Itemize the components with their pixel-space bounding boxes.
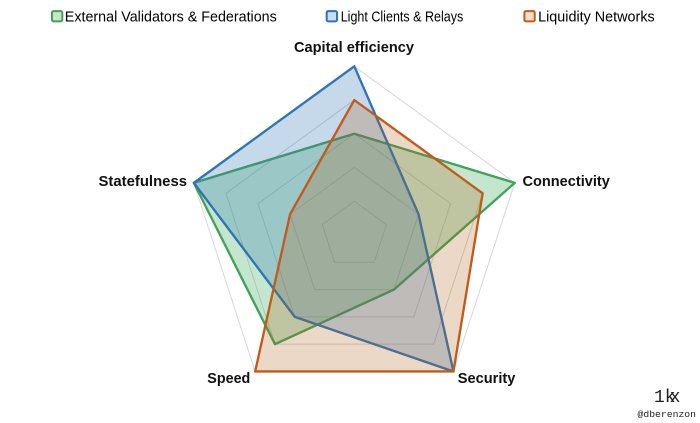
svg-text:Capital efficiency: Capital efficiency xyxy=(294,39,415,56)
svg-text:Liquidity Networks: Liquidity Networks xyxy=(538,8,655,25)
svg-text:Statefulness: Statefulness xyxy=(99,173,188,190)
svg-text:Connectivity: Connectivity xyxy=(523,173,611,190)
svg-text:External Validators & Federati: External Validators & Federations xyxy=(65,8,277,25)
svg-text:1kx: 1kx xyxy=(654,388,680,408)
svg-text:Speed: Speed xyxy=(207,370,250,387)
svg-text:@dberenzon: @dberenzon xyxy=(638,409,697,420)
svg-text:Light Clients & Relays: Light Clients & Relays xyxy=(341,8,464,25)
svg-text:Security: Security xyxy=(458,370,516,387)
